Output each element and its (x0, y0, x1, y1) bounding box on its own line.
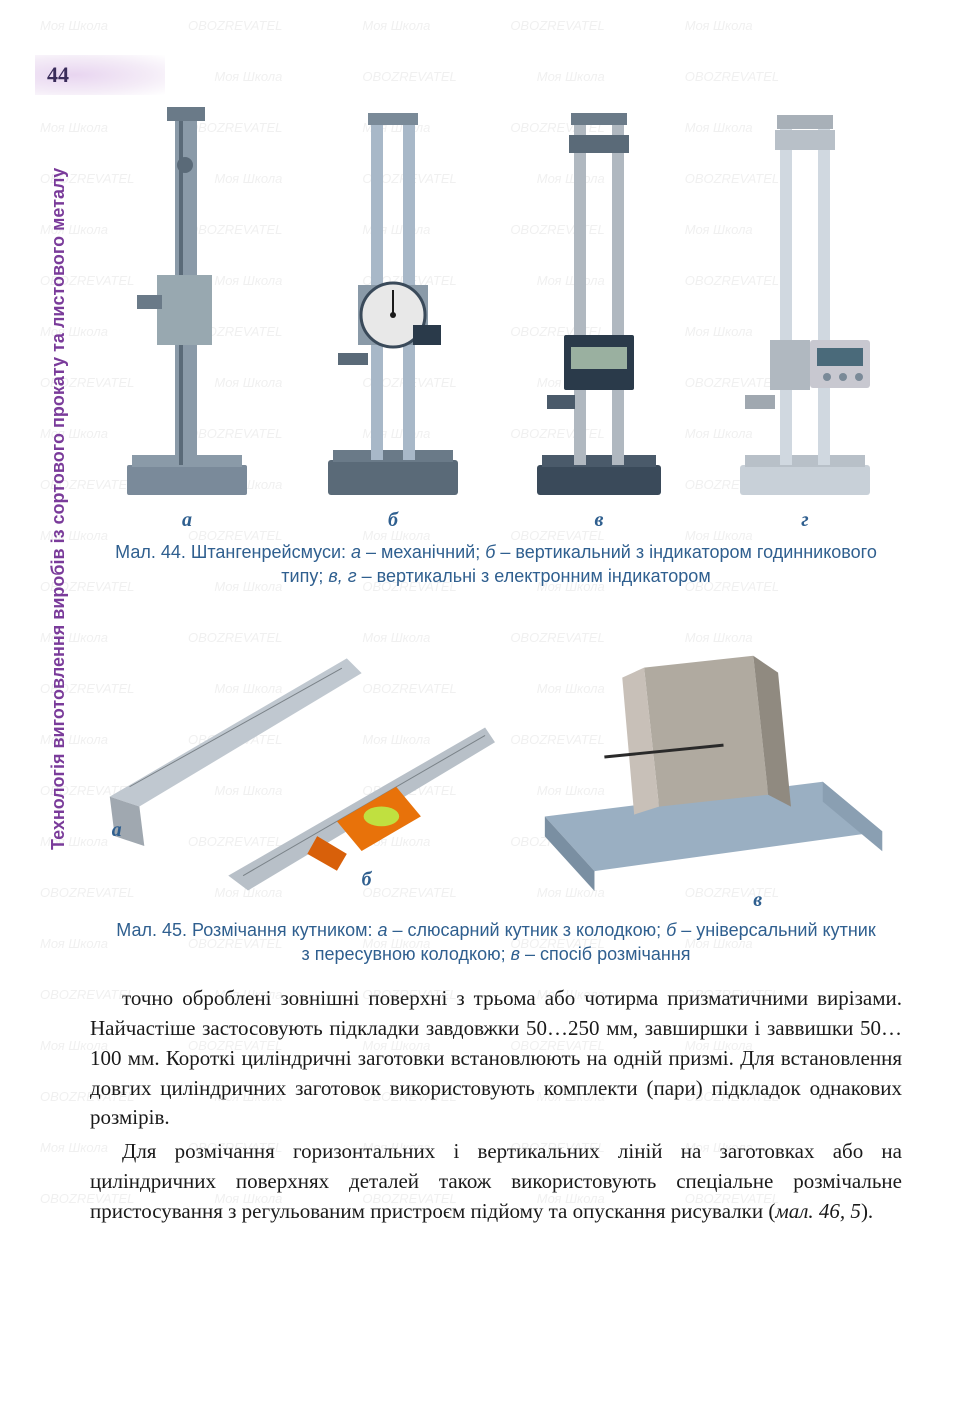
figure-45: а б в (90, 607, 902, 912)
svg-text:в: в (753, 888, 762, 906)
cap45-prefix: Мал. 45. Розмічання кутником: (116, 920, 377, 940)
cap44-vg: в, г (328, 566, 356, 586)
squares-image: а б (90, 627, 505, 907)
gauge-a-image (90, 95, 284, 505)
marking-image: в (525, 607, 902, 907)
cap45-v: в (511, 944, 520, 964)
subletter-b: б (388, 509, 398, 532)
cap44-a: а (351, 542, 361, 562)
cap44-vg-text: – вертикальні з електронним індикатором (357, 566, 711, 586)
subletter-g: г (801, 509, 808, 532)
figure-45-caption: Мал. 45. Розмічання кутником: а – слюсар… (110, 918, 882, 967)
gauge-v-image (502, 95, 696, 505)
cap44-prefix: Мал. 44. Штангенрейсмуси: (115, 542, 351, 562)
gauge-g-image (708, 95, 902, 505)
svg-text:б: б (362, 868, 373, 890)
cap44-b: б (485, 542, 495, 562)
gauge-v: в (502, 95, 696, 532)
page-number-badge: 44 (35, 55, 165, 95)
svg-text:а: а (112, 819, 122, 841)
gauge-g: г (708, 95, 902, 532)
gauge-b-image (296, 95, 490, 505)
subletter-v: в (595, 509, 604, 532)
cap45-v-text: – спосіб розмічання (520, 944, 691, 964)
fig45-left: а б (90, 627, 505, 912)
body-text: точно оброблені зовнішні поверхні з трьо… (90, 984, 902, 1227)
gauge-b: б (296, 95, 490, 532)
side-section-label: Технологія виготовлення виробів із сорто… (48, 168, 69, 850)
figure-44: а б (90, 95, 902, 532)
cap45-b: б (666, 920, 676, 940)
page-number: 44 (47, 62, 69, 88)
cap45-a: а (377, 920, 387, 940)
figure-44-caption: Мал. 44. Штангенрейсмуси: а – механічний… (110, 540, 882, 589)
subletter-a: а (182, 509, 192, 532)
gauge-a: а (90, 95, 284, 532)
paragraph-1: точно оброблені зовнішні поверхні з трьо… (90, 984, 902, 1133)
paragraph-2: Для розмічання горизонтальних і вертикал… (90, 1137, 902, 1226)
cap44-a-text: – механічний; (361, 542, 485, 562)
page-content: а б (90, 95, 902, 1231)
fig45-right: в (525, 607, 902, 912)
cap45-a-text: – слюсарний кутник з колодкою; (387, 920, 666, 940)
